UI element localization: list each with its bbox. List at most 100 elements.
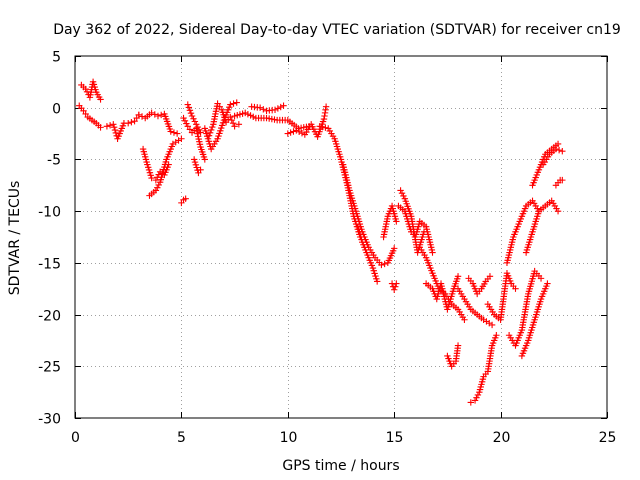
- data-point: [191, 118, 199, 125]
- data-point: [319, 123, 326, 131]
- data-point: [148, 109, 155, 117]
- data-point: [554, 140, 562, 148]
- data-point: [467, 399, 475, 406]
- data-point: [112, 129, 120, 137]
- data-point: [157, 111, 165, 119]
- data-point: [154, 184, 161, 191]
- data-point: [106, 122, 114, 129]
- series-arc-36: [552, 176, 566, 189]
- data-point: [195, 126, 203, 133]
- data-point: [473, 394, 480, 401]
- data-point: [151, 111, 158, 118]
- data-point: [391, 286, 398, 293]
- x-tick-label: 5: [177, 430, 186, 446]
- series-arc-23: [416, 244, 468, 323]
- y-tick-label: -15: [38, 257, 61, 273]
- data-point: [152, 187, 160, 194]
- data-point: [192, 161, 200, 169]
- data-point: [146, 169, 154, 176]
- data-point: [493, 332, 500, 339]
- series-arc-12: [205, 100, 243, 139]
- data-point: [474, 391, 482, 399]
- data-point: [559, 176, 566, 184]
- data-point: [110, 121, 117, 128]
- data-point: [554, 207, 562, 215]
- data-point: [274, 105, 282, 112]
- data-point: [461, 316, 468, 323]
- data-point: [293, 127, 300, 134]
- data-point: [486, 273, 494, 280]
- series-arc-8: [180, 114, 209, 163]
- y-axis-label: SDTVAR / TECUs: [7, 181, 23, 296]
- data-point: [235, 121, 243, 128]
- y-tick-label: 0: [52, 102, 61, 118]
- data-point: [125, 120, 132, 127]
- data-point: [111, 126, 119, 134]
- data-point: [420, 228, 428, 236]
- data-point: [381, 260, 388, 268]
- x-tick-label: 20: [493, 430, 511, 446]
- y-tick-label: -5: [47, 153, 61, 169]
- data-point: [471, 397, 479, 404]
- data-point: [393, 280, 400, 287]
- data-point: [397, 187, 404, 194]
- data-point: [488, 321, 496, 329]
- data-point: [155, 181, 162, 189]
- data-point: [190, 156, 198, 163]
- x-tick-label: 25: [599, 430, 617, 446]
- series-arc-10: [190, 156, 204, 177]
- series-arc-35: [539, 145, 566, 168]
- data-point: [392, 283, 399, 290]
- data-point: [398, 190, 406, 197]
- data-point: [173, 130, 181, 137]
- series-arc-7: [178, 195, 189, 207]
- data-point: [144, 161, 151, 168]
- data-point: [429, 249, 436, 256]
- y-tick-label: 5: [52, 50, 61, 66]
- data-point: [271, 106, 279, 113]
- data-point: [178, 135, 185, 142]
- data-point: [284, 130, 291, 137]
- data-point: [372, 272, 379, 280]
- data-point: [512, 285, 519, 292]
- data-point: [454, 273, 462, 280]
- data-point: [370, 267, 377, 274]
- data-point: [373, 275, 380, 282]
- data-point: [185, 104, 193, 111]
- grid-layer: [75, 56, 607, 418]
- data-point: [182, 195, 189, 202]
- chart-title: Day 362 of 2022, Sidereal Day-to-day VTE…: [53, 22, 621, 38]
- series-arc-19: [380, 202, 400, 241]
- data-point: [256, 104, 264, 111]
- data-point: [197, 129, 204, 136]
- data-point: [135, 111, 143, 119]
- series-arc-33: [522, 197, 562, 256]
- series-arc-31: [518, 280, 551, 360]
- data-point: [373, 278, 381, 285]
- data-point: [154, 112, 162, 120]
- data-point: [369, 264, 377, 272]
- data-point: [227, 113, 234, 121]
- data-point: [287, 129, 294, 136]
- data-point: [391, 245, 398, 252]
- data-point: [231, 123, 238, 130]
- x-tick-labels: 0 5 10 15 20 25: [71, 430, 616, 446]
- y-tick-label: -25: [38, 360, 61, 376]
- data-point: [400, 192, 407, 200]
- series-arc-13: [231, 109, 313, 132]
- data-point: [454, 342, 462, 349]
- data-point: [277, 103, 284, 111]
- data-point: [230, 100, 237, 107]
- data-point: [193, 121, 200, 128]
- series-arc-25: [444, 342, 462, 370]
- data-point: [97, 96, 104, 103]
- series-arc-3: [103, 111, 143, 142]
- data-point: [145, 166, 153, 174]
- data-point: [167, 128, 174, 135]
- y-tick-labels: 5 0 -5 -10 -15 -20 -25 -30: [38, 50, 61, 428]
- data-point: [170, 129, 178, 136]
- series-arc-29: [484, 270, 519, 323]
- series-arc-32: [503, 197, 543, 267]
- data-point: [201, 156, 209, 163]
- data-point: [147, 172, 154, 179]
